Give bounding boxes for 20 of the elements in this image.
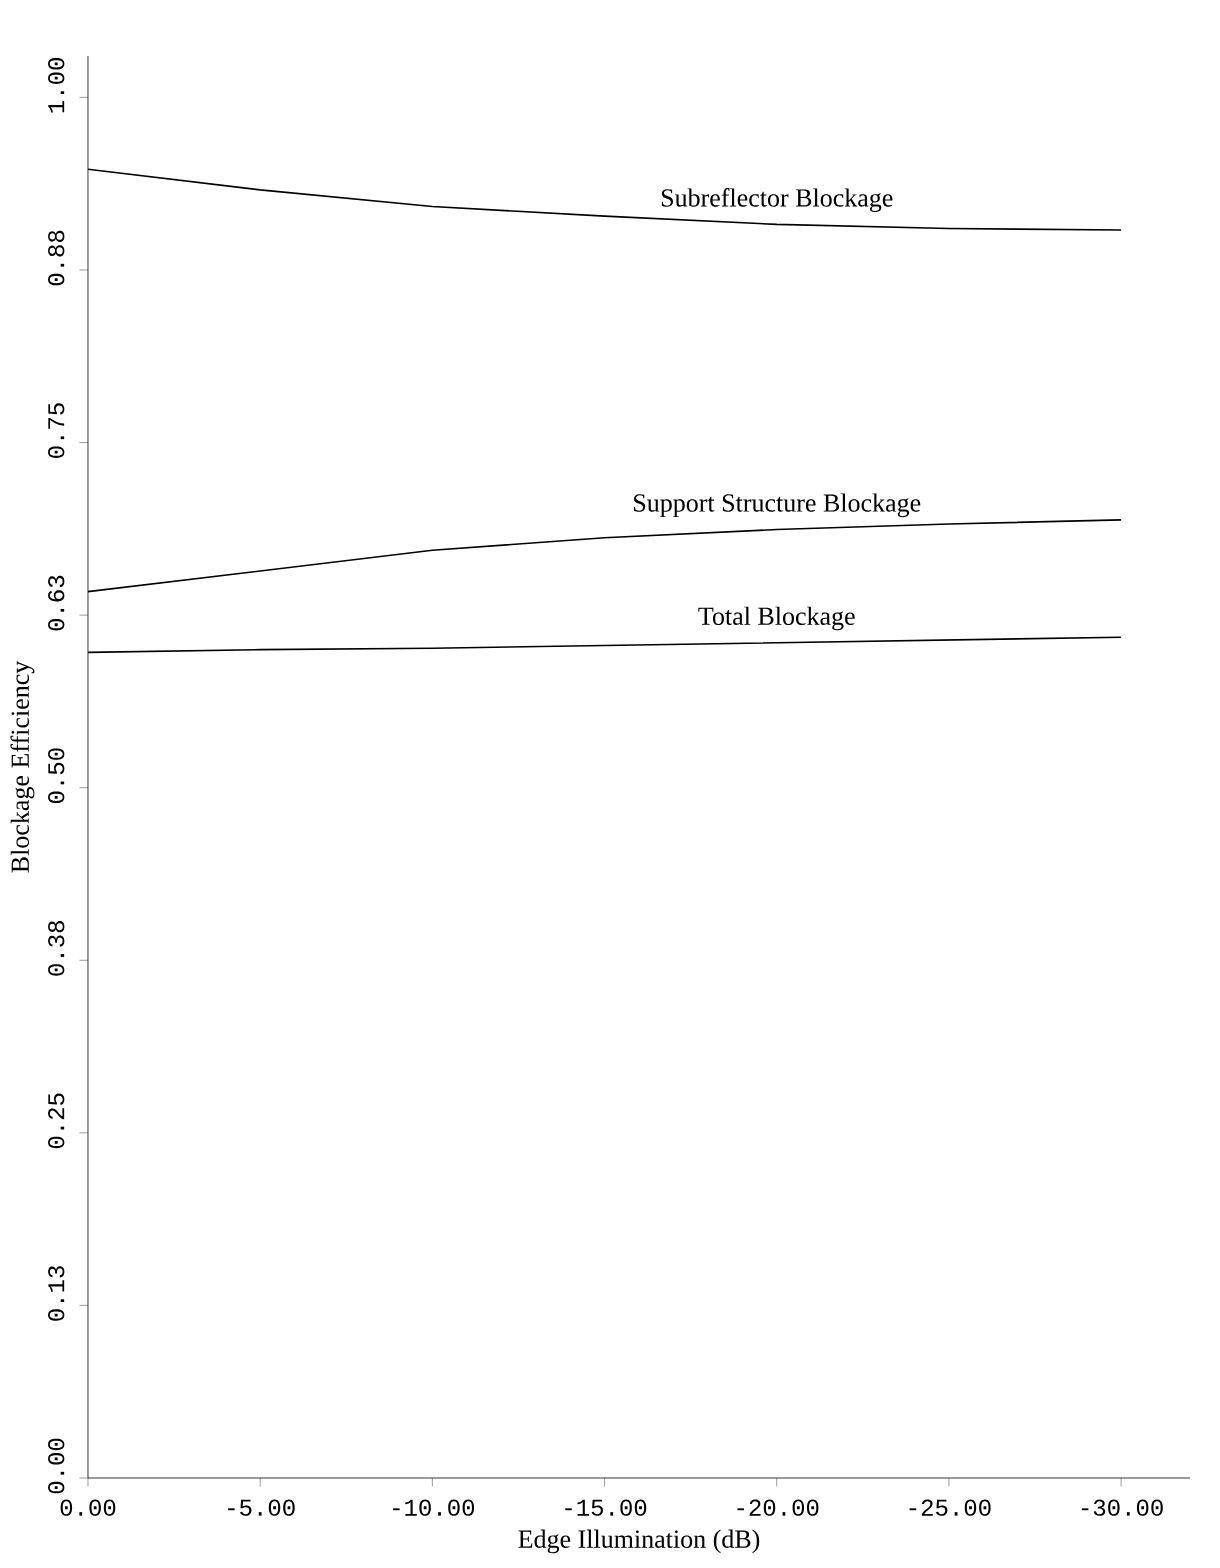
- y-tick-label: 0.25: [48, 1093, 65, 1149]
- y-tick-label: 0.63: [48, 575, 65, 631]
- x-tick-label: 0.00: [60, 1499, 116, 1516]
- x-tick-label: -25.00: [909, 1499, 991, 1516]
- y-tick-label: 1.00: [48, 58, 65, 113]
- y-tick-label: 0.38: [48, 921, 65, 976]
- x-axis-title: Edge Illumination (dB): [518, 1529, 760, 1554]
- y-tick-label: 0.50: [48, 748, 65, 804]
- y-tick-label: 0.75: [48, 403, 65, 458]
- series-label: Support Structure Blockage: [634, 493, 921, 518]
- x-tick-label: -20.00: [737, 1499, 819, 1516]
- x-tick-label: -30.00: [1081, 1499, 1163, 1516]
- series-label: Subreflector Blockage: [661, 188, 893, 213]
- y-tick-label: 0.88: [48, 230, 65, 286]
- series-label: Total Blockage: [698, 606, 855, 631]
- x-tick-label: -5.00: [228, 1499, 295, 1516]
- x-tick-label: -15.00: [565, 1499, 647, 1516]
- x-tick-label: -10.00: [393, 1499, 475, 1516]
- y-tick-label: 0.13: [48, 1266, 65, 1321]
- y-axis-title: Blockage Efficiency: [10, 660, 35, 873]
